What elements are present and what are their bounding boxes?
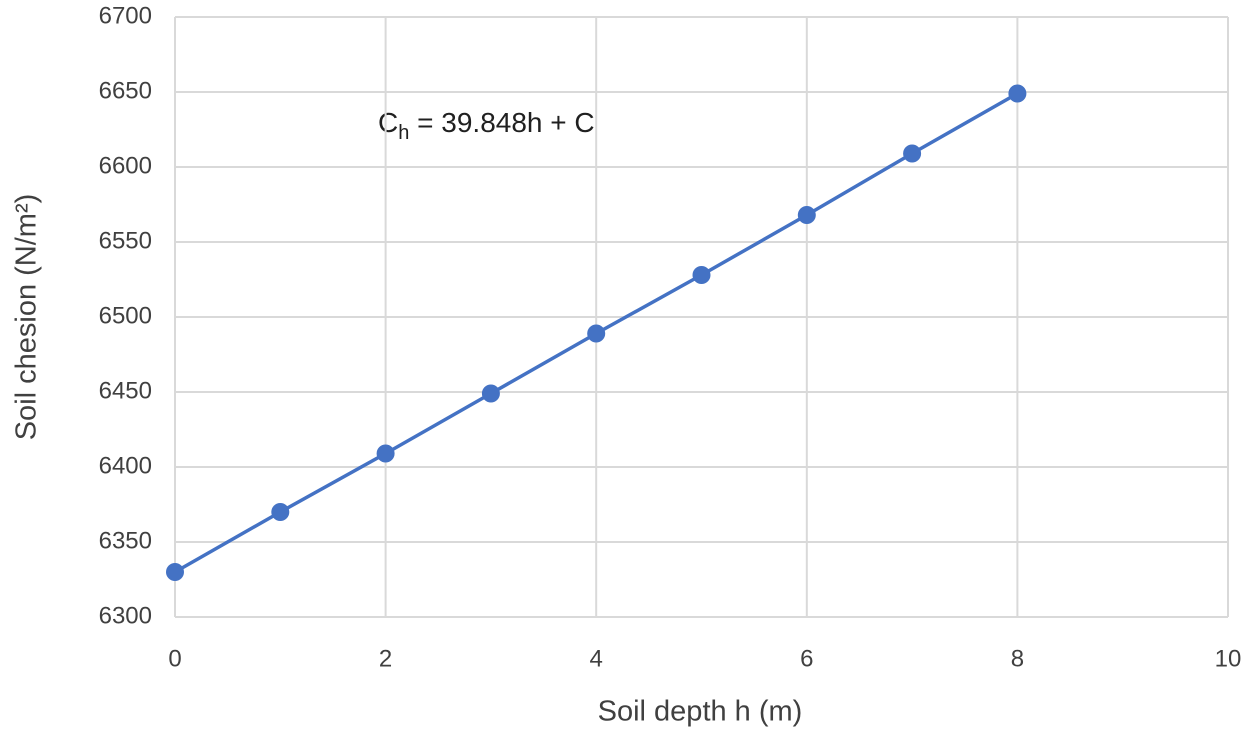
annotation-base: C	[378, 107, 398, 138]
data-point	[1008, 84, 1027, 103]
plot-layer: 6300 6350 6400 6450 6500 6550 6600 6650 6700 0 2 4 6…	[99, 2, 1242, 672]
data-point	[797, 206, 816, 224]
y-tick-label: 6500	[99, 302, 152, 329]
x-tick-label: 2	[379, 645, 392, 672]
y-tick-label: 6350	[99, 527, 152, 554]
data-point	[692, 266, 711, 284]
data-point	[271, 503, 290, 521]
data-point	[903, 144, 922, 163]
x-tick-label: 10	[1215, 645, 1242, 672]
y-tick-label: 6450	[99, 377, 152, 404]
y-tick-label: 6650	[99, 77, 152, 104]
x-tick-label: 6	[800, 645, 813, 672]
y-tick-label: 6600	[99, 152, 152, 179]
y-axis-title: Soil chesion (N/m²)	[11, 194, 43, 441]
x-axis-title: Soil depth h (m)	[598, 696, 803, 728]
x-tick-label: 8	[1011, 645, 1024, 672]
data-point	[481, 384, 500, 403]
y-tick-label: 6700	[99, 2, 152, 29]
data-point	[166, 563, 184, 581]
y-tick-label: 6300	[99, 602, 152, 629]
y-tick-label: 6550	[99, 227, 152, 254]
annotation-subscript: h	[398, 122, 409, 144]
data-point	[376, 444, 395, 463]
x-tick-label: 0	[168, 645, 181, 672]
x-tick-label: 4	[590, 645, 603, 672]
data-point	[587, 324, 606, 343]
annotation-text: = 39.848h + C	[409, 107, 594, 138]
annotation: Ch = 39.848h + C	[378, 107, 595, 144]
y-tick-label: 6400	[99, 452, 152, 479]
